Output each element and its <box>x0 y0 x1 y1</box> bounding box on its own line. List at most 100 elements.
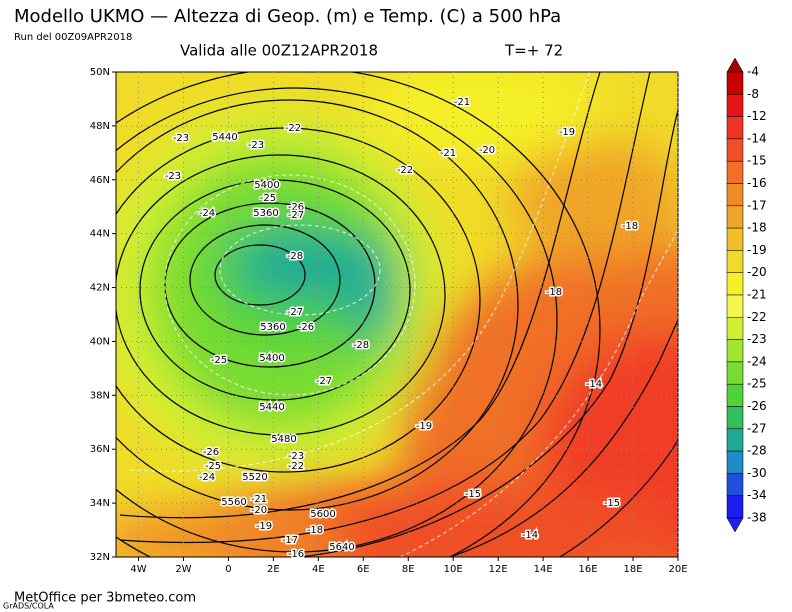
run: Run del 00Z09APR2018 <box>14 32 132 43</box>
contour-label: -14 <box>522 530 538 541</box>
colorbar-label: -25 <box>747 377 767 391</box>
colorbar-box <box>726 294 744 318</box>
contour-label: 5560 <box>221 497 246 508</box>
contour-label: -22 <box>285 123 301 134</box>
contour-label: -16 <box>288 549 304 560</box>
colorbar-box <box>726 71 744 95</box>
contour-label: -19 <box>559 127 575 138</box>
lat-label: 48N <box>90 121 110 132</box>
contour-label: 5600 <box>310 509 335 520</box>
contour-label: 5400 <box>254 180 279 191</box>
contour-label: -28 <box>287 251 303 262</box>
contour-label: -18 <box>546 287 562 298</box>
contour-label: 5440 <box>259 402 284 413</box>
colorbar-label: -8 <box>747 87 759 101</box>
contour-label: -21 <box>251 494 267 505</box>
colorbar-box <box>726 317 744 340</box>
colorbar-box <box>726 138 744 162</box>
colorbar-box <box>726 272 744 296</box>
contour-label: -18 <box>622 221 638 232</box>
map-frame <box>115 71 679 558</box>
colorbar-label: -18 <box>747 221 767 235</box>
contour-label: -23 <box>288 451 304 462</box>
contour-label: -22 <box>288 461 304 472</box>
contour-label: -21 <box>440 148 456 159</box>
colorbar-label: -12 <box>747 109 767 123</box>
colorbar-box <box>726 406 744 430</box>
contour-label: -26 <box>203 447 219 458</box>
contour-label: -24 <box>199 472 215 483</box>
software: GrADS/COLA <box>3 602 54 611</box>
lon-label: 12E <box>489 564 508 575</box>
credit: MetOffice per 3bmeteo.com <box>14 591 196 606</box>
colorbar-label: -24 <box>747 354 767 368</box>
lat-label: 46N <box>90 175 110 186</box>
colorbar-box <box>726 495 744 519</box>
contour-label: -21 <box>454 97 470 108</box>
contour-label: -23 <box>248 140 264 151</box>
contour-label: -23 <box>173 133 189 144</box>
lon-label: 10E <box>444 564 463 575</box>
contour-label: 5640 <box>329 542 354 553</box>
contour-label: -22 <box>397 165 413 176</box>
lon-label: 2W <box>175 564 191 575</box>
colorbar-label: -22 <box>747 310 767 324</box>
colorbar-label: -16 <box>747 176 767 190</box>
valid: Valida alle 00Z12APR2018 <box>180 42 378 60</box>
contour-label: -26 <box>298 322 314 333</box>
colorbar-box <box>726 94 744 117</box>
contour-label: -17 <box>282 535 298 546</box>
lat-label: 44N <box>90 229 110 240</box>
colorbar-label: -17 <box>747 198 767 212</box>
colorbar-label: -19 <box>747 243 767 257</box>
contour-label: -20 <box>479 145 495 156</box>
colorbar-label: -38 <box>747 511 767 525</box>
lat-label: 42N <box>90 283 110 294</box>
contour-label: -25 <box>260 193 276 204</box>
colorbar-box <box>726 160 744 184</box>
contour-label: 5360 <box>253 208 278 219</box>
contour-label: 5520 <box>242 472 267 483</box>
step: T=+ 72 <box>504 42 563 60</box>
colorbar-label: -26 <box>747 399 767 413</box>
colorbar-box <box>726 361 744 385</box>
colorbar-box <box>726 383 744 407</box>
title: Modello UKMO — Altezza di Geop. (m) e Te… <box>14 6 561 27</box>
lon-label: 4W <box>130 564 146 575</box>
contour-label: -19 <box>256 521 272 532</box>
colorbar-box <box>726 428 744 452</box>
contour-label: -15 <box>604 498 620 509</box>
contour-label: -14 <box>586 379 602 390</box>
colorbar-box <box>726 116 744 140</box>
contour-label: 5480 <box>271 434 296 445</box>
colorbar-cap <box>726 517 744 533</box>
colorbar-label: -30 <box>747 466 767 480</box>
colorbar-box <box>726 227 744 251</box>
lon-label: 2E <box>267 564 280 575</box>
contour-label: -25 <box>211 355 227 366</box>
colorbar-label: -14 <box>747 131 767 145</box>
colorbar-label: -34 <box>747 488 767 502</box>
colorbar-label: -23 <box>747 332 767 346</box>
contour-label: -27 <box>316 376 332 387</box>
lon-label: 14E <box>534 564 553 575</box>
colorbar-box <box>726 473 744 496</box>
contour-label: -23 <box>165 171 181 182</box>
colorbar-label: -28 <box>747 444 767 458</box>
contour-label: -15 <box>465 489 481 500</box>
lat-label: 36N <box>90 444 110 455</box>
lat-label: 32N <box>90 552 110 563</box>
contour-label: -26 <box>288 202 304 213</box>
lon-label: 0 <box>225 564 231 575</box>
contour-label: -18 <box>307 525 323 536</box>
lon-label: 16E <box>579 564 598 575</box>
lat-label: 40N <box>90 336 110 347</box>
lat-label: 38N <box>90 390 110 401</box>
contour-label: 5400 <box>259 353 284 364</box>
contour-label: -24 <box>199 208 215 219</box>
lon-label: 6E <box>357 564 370 575</box>
contours <box>116 72 678 557</box>
contour-label: 5360 <box>260 322 285 333</box>
colorbar-box <box>726 450 744 474</box>
